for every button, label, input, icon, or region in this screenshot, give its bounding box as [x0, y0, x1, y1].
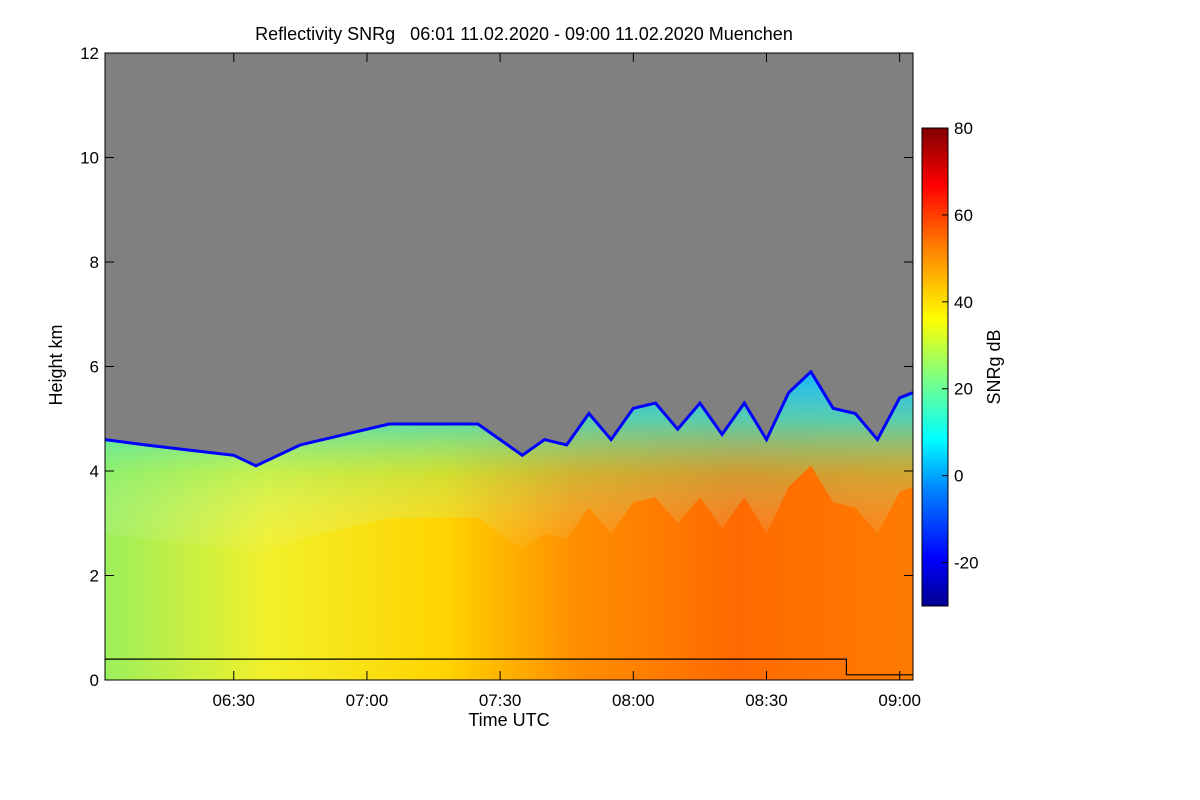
colorbar-tick-label: -20 — [954, 554, 979, 573]
colorbar-tick-label: 60 — [954, 206, 973, 225]
x-tick-label: 08:30 — [745, 691, 788, 710]
x-tick-label: 07:00 — [346, 691, 389, 710]
colorbar-tick-label: 20 — [954, 380, 973, 399]
x-axis-label: Time UTC — [468, 710, 549, 730]
y-tick-label: 2 — [90, 567, 99, 586]
black-line — [105, 658, 913, 676]
colorbar — [921, 127, 949, 607]
x-tick-label: 08:00 — [612, 691, 655, 710]
echo-upper-fade — [105, 371, 913, 560]
y-axis-ticks: 0 2 4 6 8 10 12 — [80, 44, 913, 690]
y-tick-label: 10 — [80, 149, 99, 168]
y-tick-label: 12 — [80, 44, 99, 63]
colorbar-ticks: -20 0 20 40 60 80 — [942, 119, 979, 573]
x-tick-label: 06:30 — [212, 691, 255, 710]
y-tick-label: 6 — [90, 358, 99, 377]
x-axis-ticks: 06:30 07:00 07:30 08:00 08:30 09:00 — [212, 53, 921, 710]
y-tick-label: 4 — [90, 462, 99, 481]
x-tick-label: 09:00 — [878, 691, 921, 710]
colorbar-tick-label: 40 — [954, 293, 973, 312]
x-tick-label: 07:30 — [479, 691, 522, 710]
plot-area — [105, 53, 913, 680]
chart-title: Reflectivity SNRg 06:01 11.02.2020 - 09:… — [255, 24, 793, 44]
colorbar-tick-label: 0 — [954, 467, 963, 486]
colorbar-tick-label: 80 — [954, 119, 973, 138]
echo-top-edge — [105, 369, 913, 468]
colorbar-label: SNRg dB — [984, 329, 1004, 404]
y-tick-label: 8 — [90, 253, 99, 272]
y-axis-label: Height km — [46, 324, 66, 405]
y-tick-label: 0 — [90, 671, 99, 690]
